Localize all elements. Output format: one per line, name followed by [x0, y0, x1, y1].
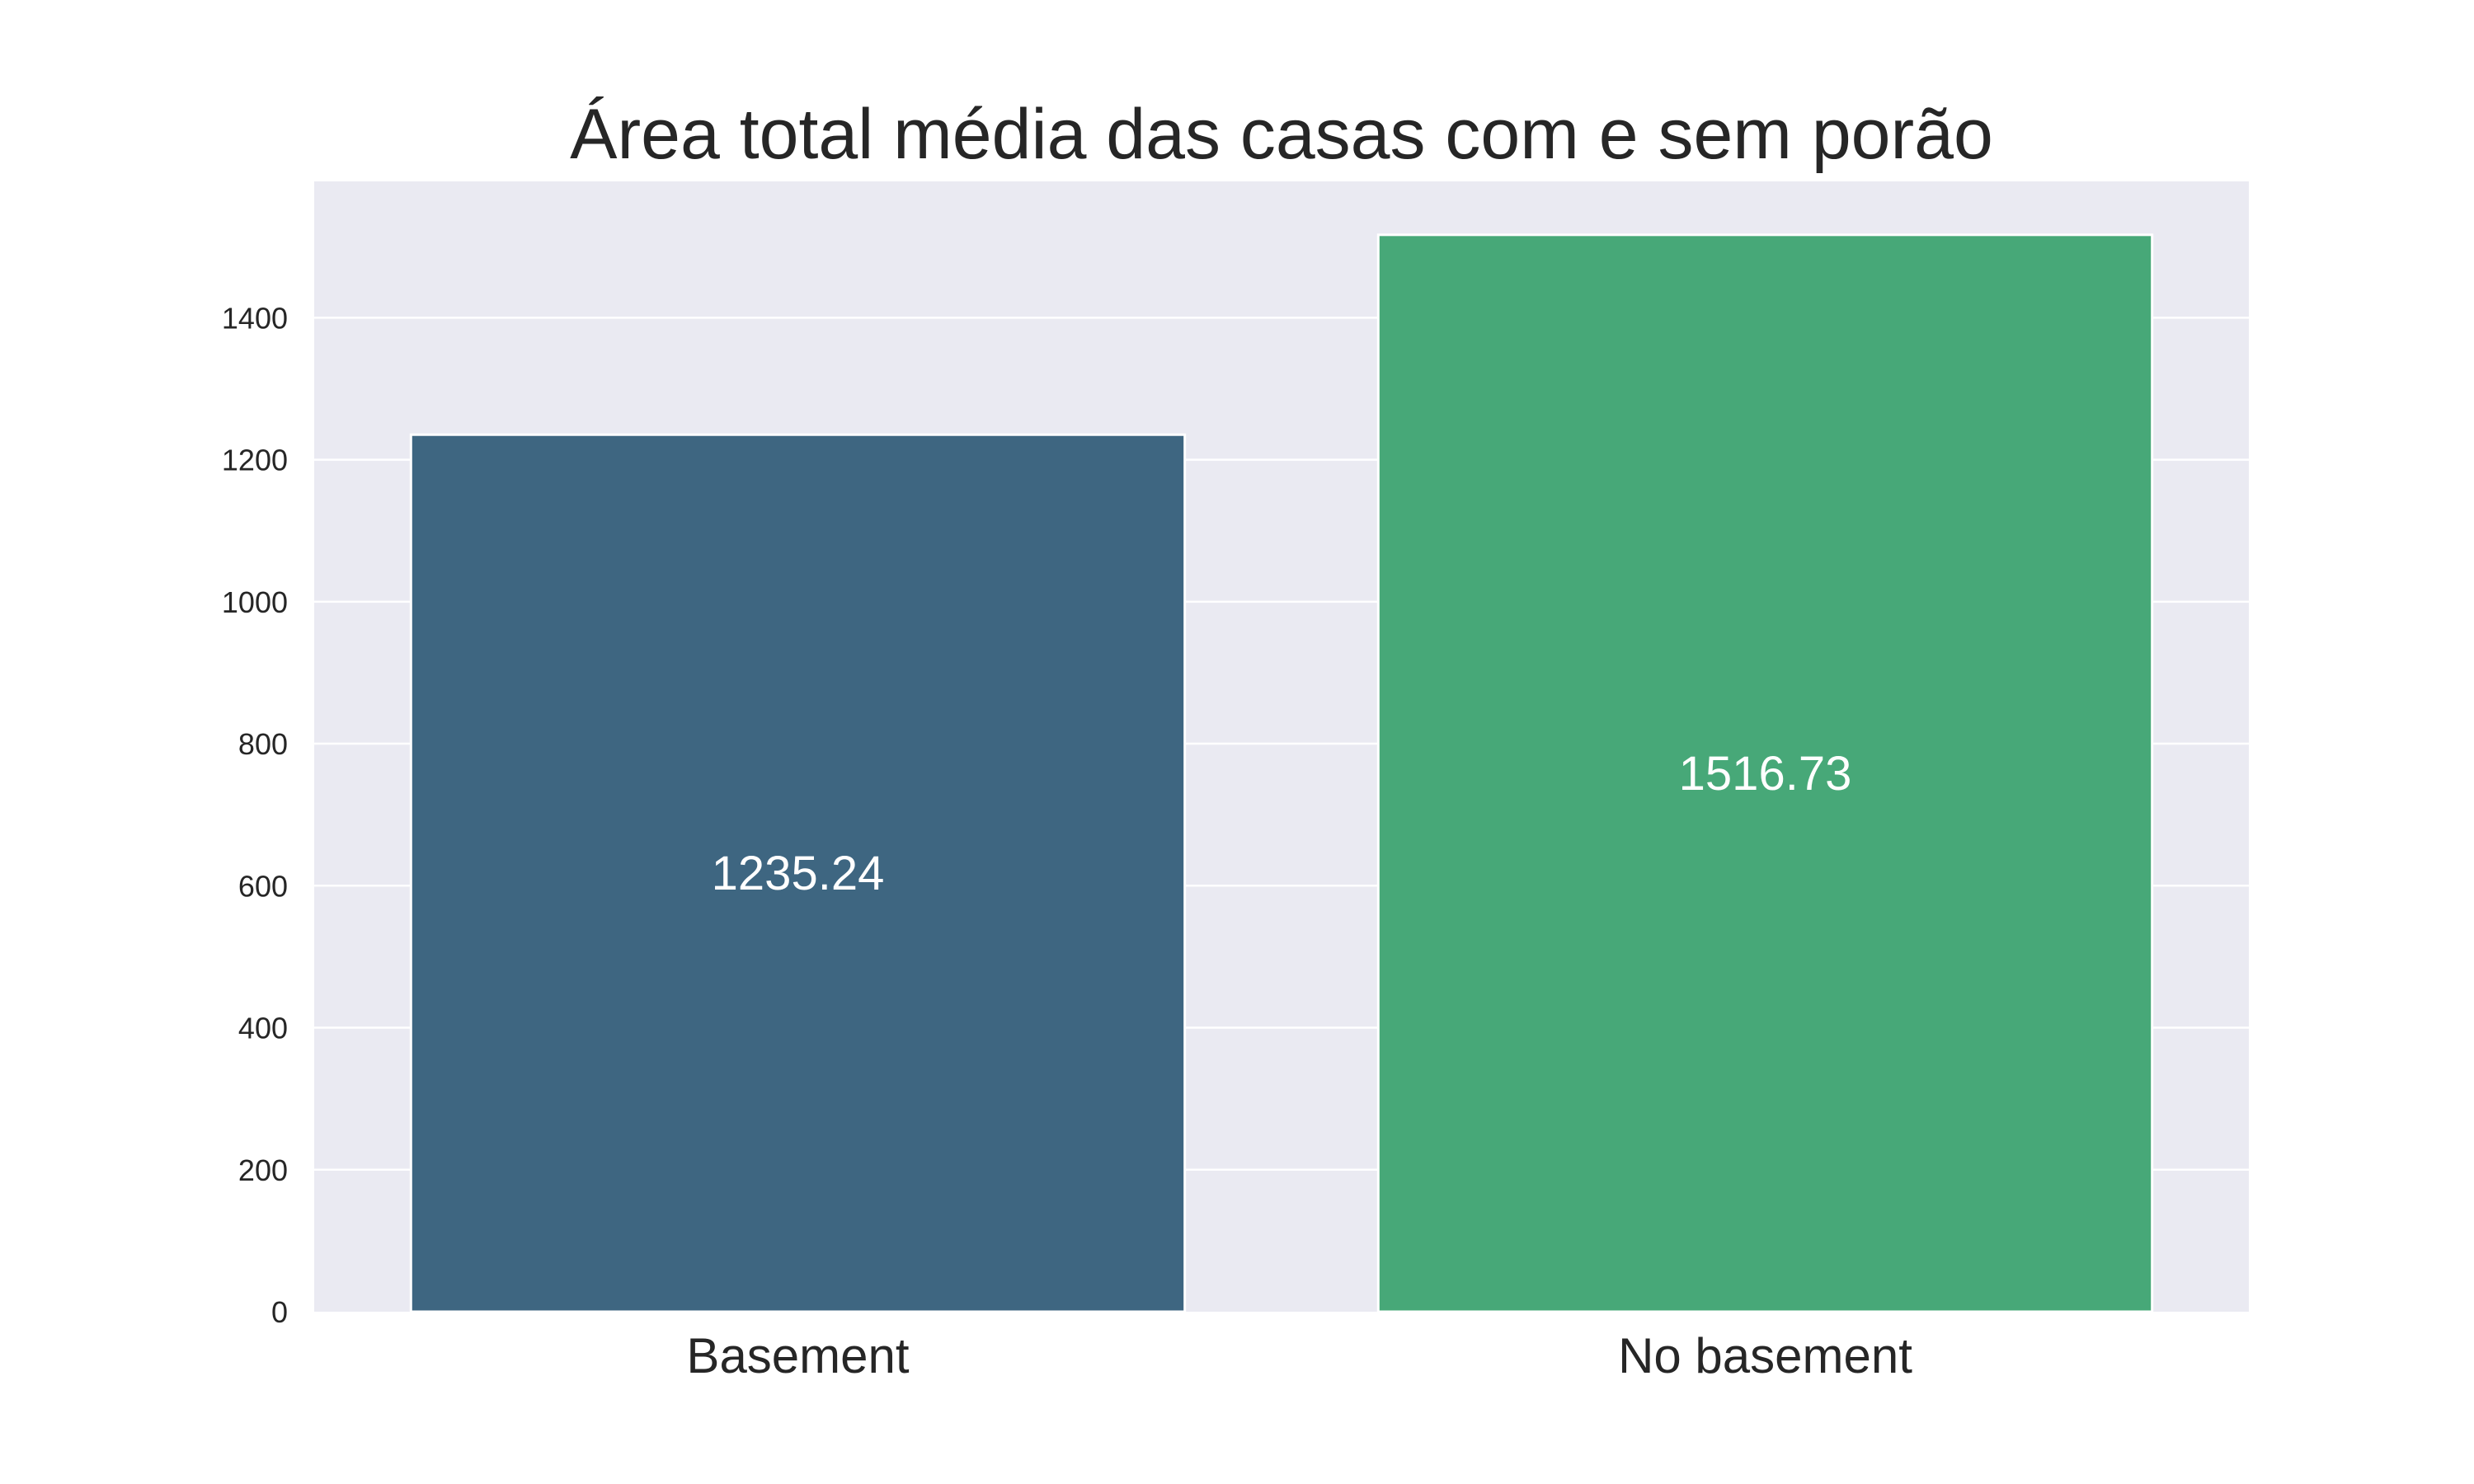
- y-tick-label: 800: [238, 727, 288, 761]
- chart-title: Área total média das casas com e sem por…: [570, 95, 1993, 174]
- y-tick-label: 400: [238, 1012, 288, 1045]
- bar-no-basement: [1376, 233, 2154, 1313]
- data-labels: 1235.24 1516.73: [712, 747, 1852, 900]
- y-tick-label: 200: [238, 1153, 288, 1187]
- bar-basement: [409, 433, 1187, 1313]
- y-tick-label: 1200: [222, 444, 288, 477]
- x-axis-tick-labels: Basement No basement: [686, 1328, 1912, 1383]
- y-tick-label: 1400: [222, 301, 288, 335]
- y-tick-label: 1000: [222, 585, 288, 619]
- data-label: 1235.24: [712, 847, 885, 900]
- bars: [409, 233, 2154, 1313]
- y-tick-label: 0: [271, 1295, 288, 1329]
- x-tick-label: Basement: [686, 1328, 909, 1383]
- y-axis-tick-labels: 0 200 400 600 800 1000 1200 1400: [222, 301, 288, 1329]
- data-label: 1516.73: [1679, 747, 1852, 801]
- y-tick-label: 600: [238, 869, 288, 903]
- x-tick-label: No basement: [1618, 1328, 1912, 1383]
